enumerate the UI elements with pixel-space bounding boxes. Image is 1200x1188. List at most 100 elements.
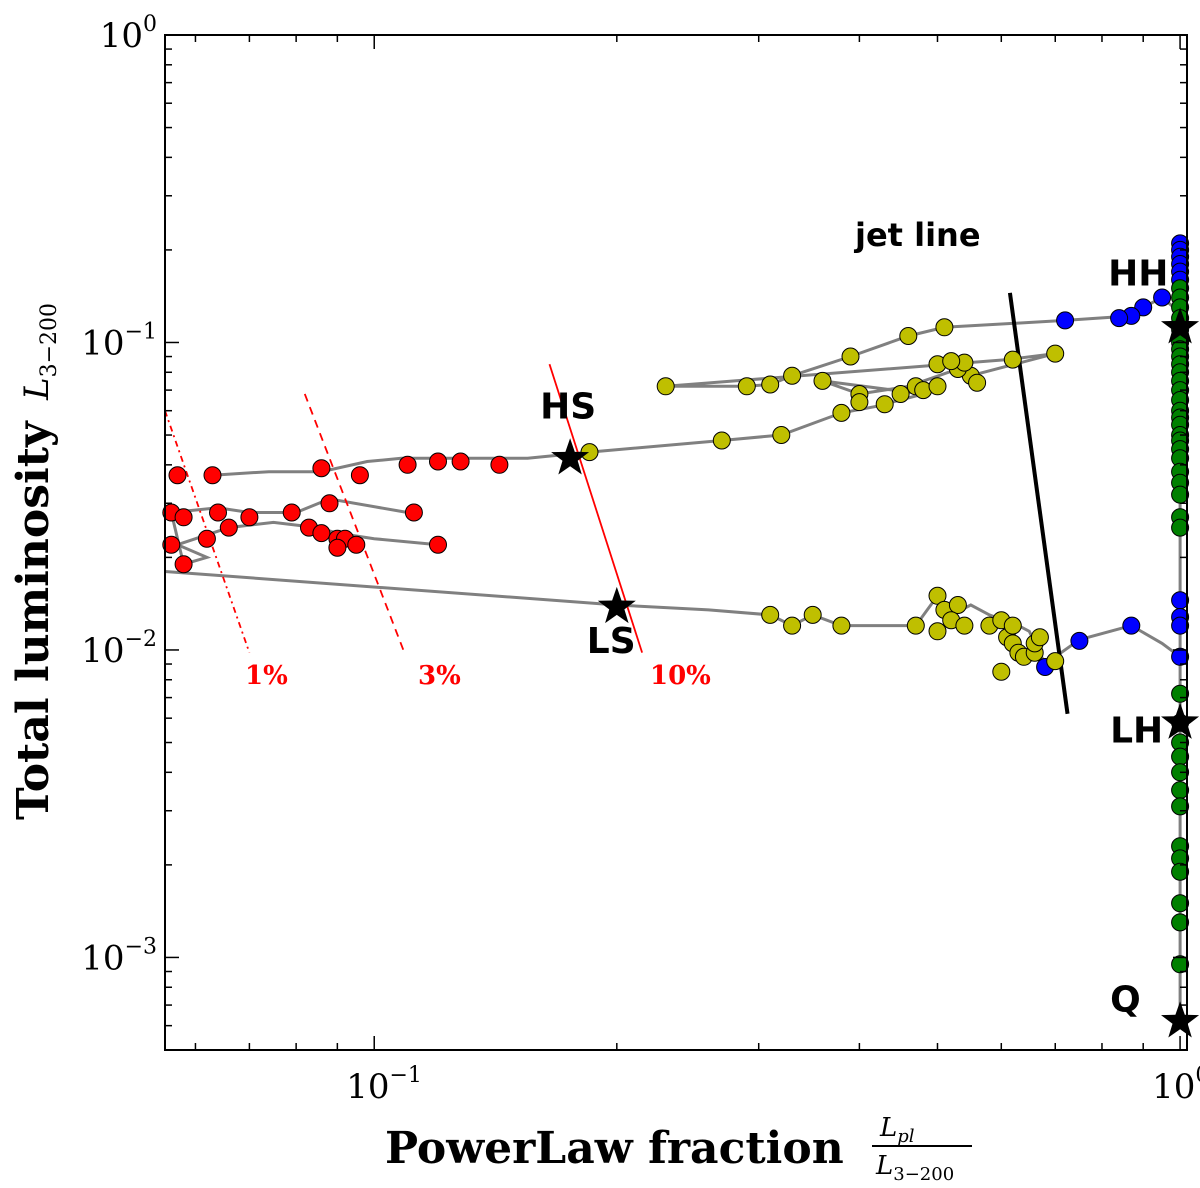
star-label-hh: HH (1108, 253, 1168, 294)
point-red-4 (398, 455, 417, 474)
point-red-24 (174, 555, 193, 574)
x-tick-label-0: 10−1 (346, 1063, 422, 1107)
point-red-1 (203, 466, 222, 485)
point-yellow-6 (737, 377, 756, 396)
star-label-hs: HS (540, 386, 596, 427)
x-den-sub: 3−200 (893, 1164, 954, 1185)
point-green-35 (1171, 862, 1190, 881)
point-green-36 (1171, 894, 1190, 913)
plot-frame (164, 34, 1188, 1051)
star-hs (551, 438, 590, 475)
point-blue-6 (1153, 288, 1172, 307)
point-yellow-47 (803, 605, 822, 624)
point-red-5 (429, 452, 447, 471)
point-yellow-43 (1046, 652, 1065, 671)
point-blue-16 (1070, 631, 1089, 650)
star-lh (1161, 702, 1200, 739)
point-yellow-22 (850, 393, 869, 412)
track-bright-track (212, 253, 1182, 477)
point-red-15 (404, 503, 423, 522)
point-yellow-20 (1046, 344, 1065, 363)
tick-layer: 10−1 100 10−3 10−2 10−1 100 (81, 12, 1200, 1107)
point-yellow-32 (955, 616, 974, 635)
guide-3-pct (303, 393, 406, 653)
point-blue-14 (1171, 647, 1190, 666)
pct-3-label: 3% (418, 661, 461, 691)
y-axis-var: L3−200 (17, 303, 62, 401)
point-red-17 (312, 524, 331, 543)
point-red-13 (282, 503, 301, 522)
star-q (1161, 1001, 1200, 1038)
y-tick-label-3: 100 (100, 12, 157, 56)
point-yellow-15 (875, 395, 894, 414)
point-yellow-42 (1003, 616, 1022, 635)
point-yellow-18 (968, 373, 987, 392)
point-blue-10 (1056, 311, 1075, 330)
x-axis-title-text: PowerLaw fraction (385, 1123, 844, 1174)
point-yellow-44 (992, 662, 1011, 681)
point-yellow-14 (891, 385, 910, 403)
point-yellow-4 (783, 366, 802, 385)
point-yellow-29 (948, 596, 967, 614)
point-green-37 (1171, 913, 1190, 932)
point-red-21 (429, 535, 447, 554)
point-yellow-41 (1030, 628, 1049, 647)
star-hh (1161, 307, 1200, 344)
point-yellow-5 (761, 375, 780, 394)
point-yellow-25 (712, 431, 731, 450)
point-yellow-12 (942, 352, 961, 371)
y-tick-label-2: 10−1 (81, 319, 157, 363)
point-red-22 (162, 535, 181, 554)
y-var: L (17, 377, 57, 401)
star-label-lh: LH (1110, 711, 1163, 752)
point-yellow-48 (783, 616, 802, 635)
star-label-ls: LS (587, 621, 636, 662)
point-yellow-23 (832, 403, 851, 422)
point-blue-15 (1122, 616, 1141, 635)
point-green-38 (1171, 955, 1190, 974)
x-axis-frac-num: Lpl (879, 1113, 915, 1147)
point-yellow-45 (906, 616, 925, 635)
point-yellow-2 (841, 347, 860, 366)
x-axis-frac-den: L3−200 (875, 1151, 954, 1185)
x-den-var: L (875, 1151, 893, 1181)
point-yellow-19 (1003, 350, 1022, 369)
jet-line-label: jet line (853, 216, 981, 254)
point-yellow-1 (899, 327, 918, 345)
point-yellow-46 (832, 616, 851, 635)
point-red-3 (350, 466, 369, 485)
y-axis-title-text: Total luminosity (8, 420, 59, 820)
y-tick-label-1: 10−2 (81, 627, 157, 671)
point-yellow-0 (935, 318, 954, 337)
point-red-12 (219, 518, 238, 537)
star-ls (597, 586, 636, 624)
point-yellow-7 (656, 377, 675, 396)
point-red-2 (312, 459, 331, 478)
point-green-25 (1171, 518, 1190, 537)
y-axis-title: Total luminosity L3−200 (8, 303, 62, 820)
point-yellow-31 (928, 622, 947, 641)
point-yellow-3 (813, 371, 832, 390)
point-blue-13 (1171, 616, 1190, 635)
point-red-9 (174, 508, 193, 527)
point-red-25 (328, 538, 347, 557)
point-yellow-17 (928, 377, 947, 396)
point-yellow-24 (772, 426, 791, 444)
x-tick-label-1: 100 (1152, 1063, 1200, 1107)
point-red-20 (347, 535, 366, 554)
pct-1-label: 1% (245, 661, 288, 691)
point-red-6 (451, 452, 470, 471)
point-red-11 (240, 508, 259, 527)
point-red-0 (168, 466, 187, 485)
point-red-10 (209, 503, 227, 522)
x-axis-title: PowerLaw fraction Lpl L3−200 (385, 1113, 972, 1185)
point-red-14 (320, 494, 339, 513)
x-num-sub: pl (897, 1126, 915, 1147)
point-red-23 (197, 529, 216, 548)
point-layer (162, 234, 1190, 974)
point-yellow-49 (761, 605, 780, 624)
pct-10-label: 10% (650, 661, 711, 691)
point-blue-9 (1110, 309, 1129, 328)
x-num-var: L (879, 1113, 897, 1143)
